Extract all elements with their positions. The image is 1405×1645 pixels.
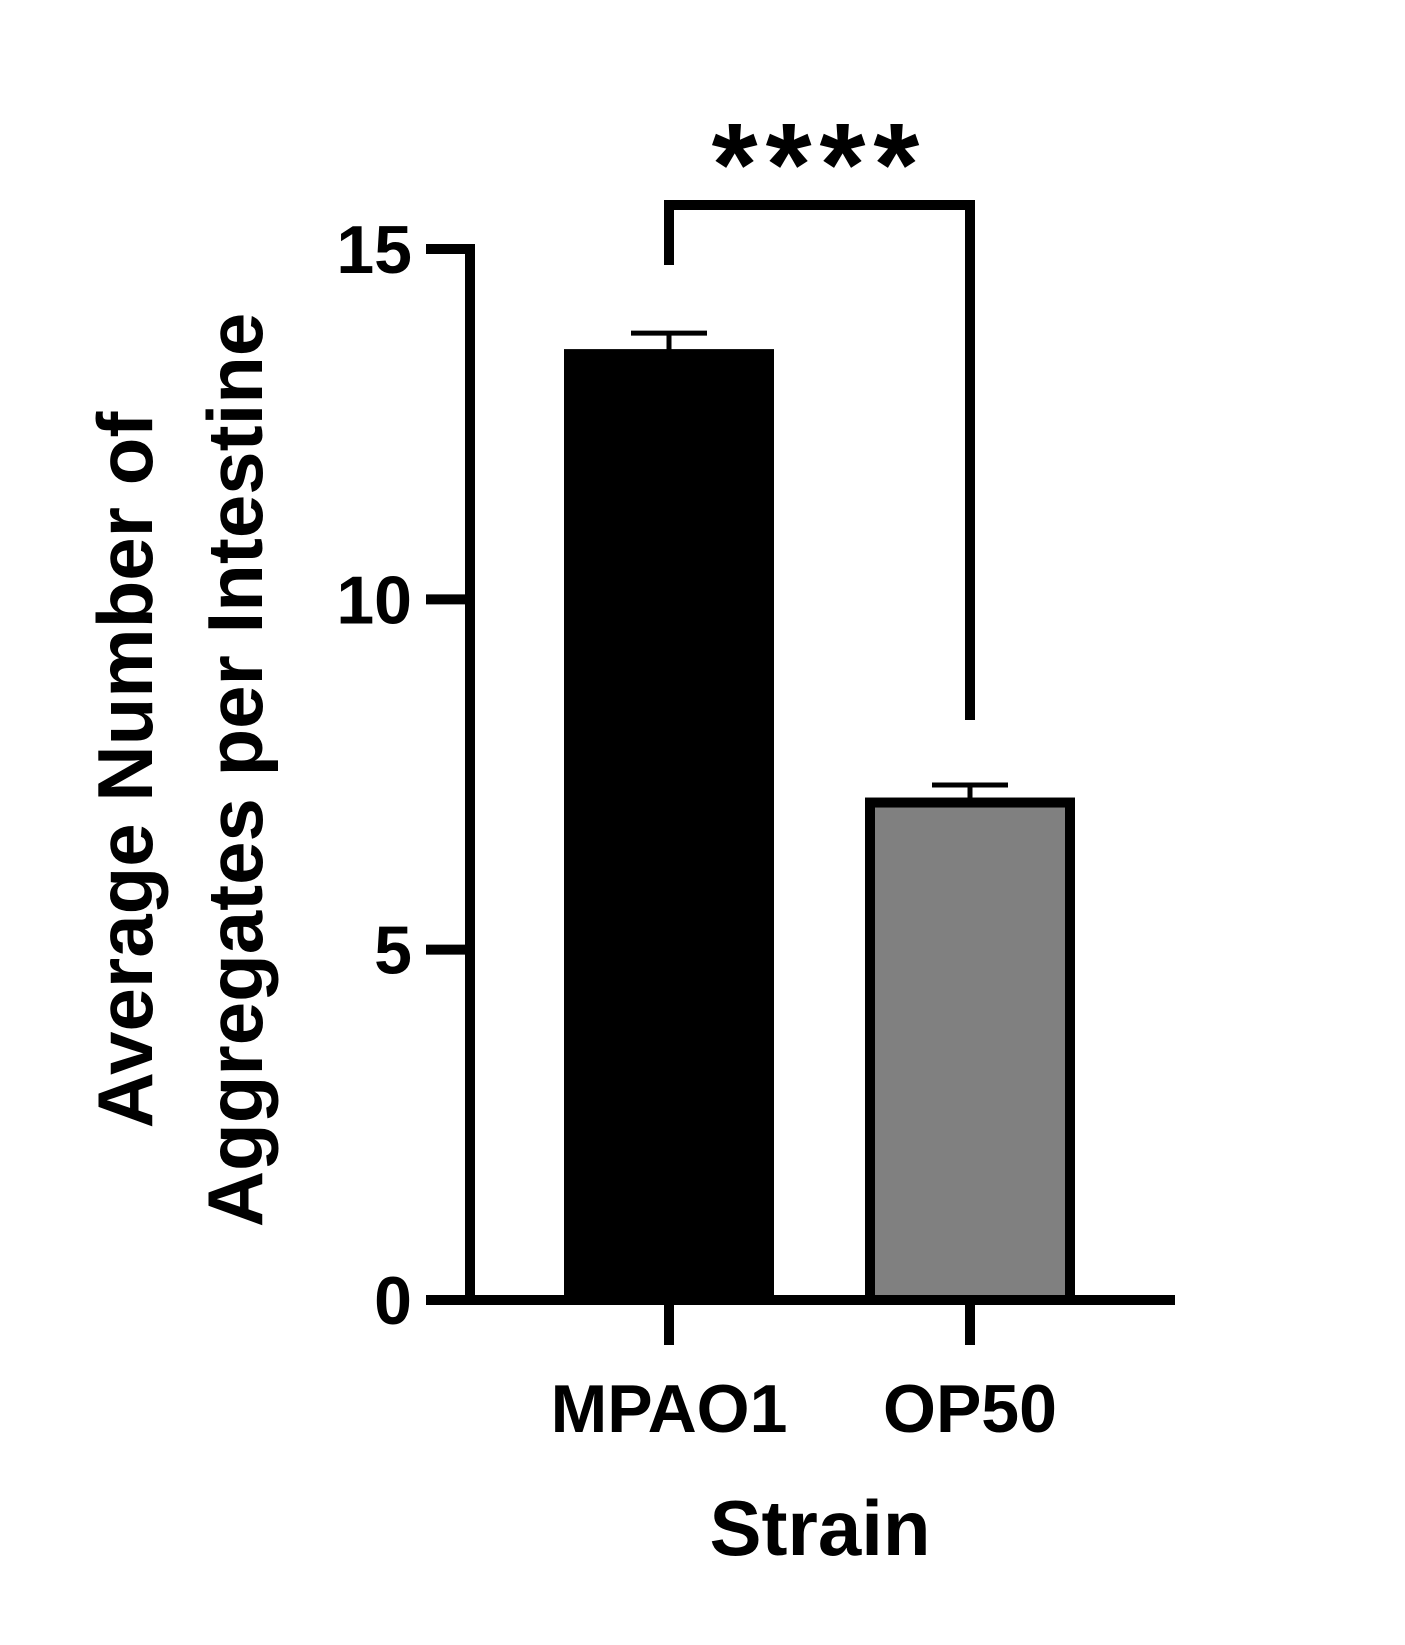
- x-axis: MPAO1 OP50: [426, 1295, 1175, 1447]
- y-axis-title-line-2: Aggregates per Intestine: [191, 313, 279, 1228]
- x-tick-label-OP50: OP50: [883, 1371, 1057, 1447]
- y-axis: 0 5 10 15: [336, 212, 475, 1339]
- y-tick-label-10: 10: [336, 562, 412, 638]
- x-tick-label-MPAO1: MPAO1: [551, 1371, 788, 1447]
- y-tick-label-0: 0: [374, 1263, 412, 1339]
- bars: [564, 330, 1075, 1306]
- significance-bracket-line: [664, 200, 975, 720]
- significance-bracket: ****: [664, 99, 975, 720]
- x-axis-title: Strain: [709, 1484, 930, 1572]
- y-axis-title-line-1: Average Number of: [81, 411, 169, 1129]
- y-tick-label-5: 5: [374, 913, 412, 989]
- y-tick-label-15: 15: [336, 212, 412, 288]
- bar-OP50: [865, 797, 1075, 1305]
- bar-MPAO1: [564, 349, 774, 1306]
- significance-label: ****: [712, 99, 928, 231]
